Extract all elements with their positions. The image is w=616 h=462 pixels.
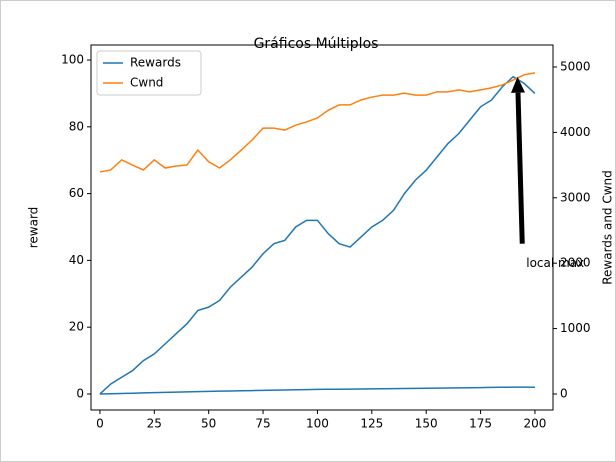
x-tick-label: 175 (469, 417, 492, 431)
annotation-arrow (515, 92, 525, 244)
series-line (99, 75, 536, 395)
x-tick-label: 75 (255, 417, 270, 431)
series-line (99, 72, 536, 173)
series-line (99, 386, 535, 395)
y-tick-label: 0 (76, 386, 84, 400)
plot-frame (90, 44, 554, 411)
x-tick-label: 100 (306, 417, 329, 431)
y2-tick-label: 1000 (560, 321, 591, 335)
chart-title: Gráficos Múltiplos (254, 36, 379, 52)
x-tick-label: 200 (523, 417, 546, 431)
legend-label: Cwnd (130, 76, 163, 90)
y-tick-label: 40 (69, 253, 84, 267)
legend-label: Rewards (130, 56, 181, 70)
x-tick-label: 50 (201, 417, 216, 431)
x-tick-label: 150 (415, 417, 438, 431)
y2-tick-label: 3000 (560, 190, 591, 204)
y-tick-label: 100 (61, 53, 84, 67)
y-axis-label: reward (27, 207, 41, 249)
y-tick-label: 60 (69, 186, 84, 200)
y2-tick-label: 4000 (560, 125, 591, 139)
x-tick-label: 0 (96, 417, 104, 431)
y-tick-label: 80 (69, 119, 84, 133)
y2-tick-label: 0 (560, 386, 568, 400)
y2-tick-label: 2000 (560, 256, 591, 270)
y2-axis-label: Rewards and Cwnd (601, 170, 615, 285)
y2-tick-label: 5000 (560, 59, 591, 73)
x-tick-label: 25 (147, 417, 162, 431)
legend (96, 50, 202, 96)
annotation-text: local max (526, 256, 584, 270)
annotation-arrowhead (510, 76, 525, 93)
x-tick-label: 125 (360, 417, 383, 431)
y-tick-label: 20 (69, 320, 84, 334)
